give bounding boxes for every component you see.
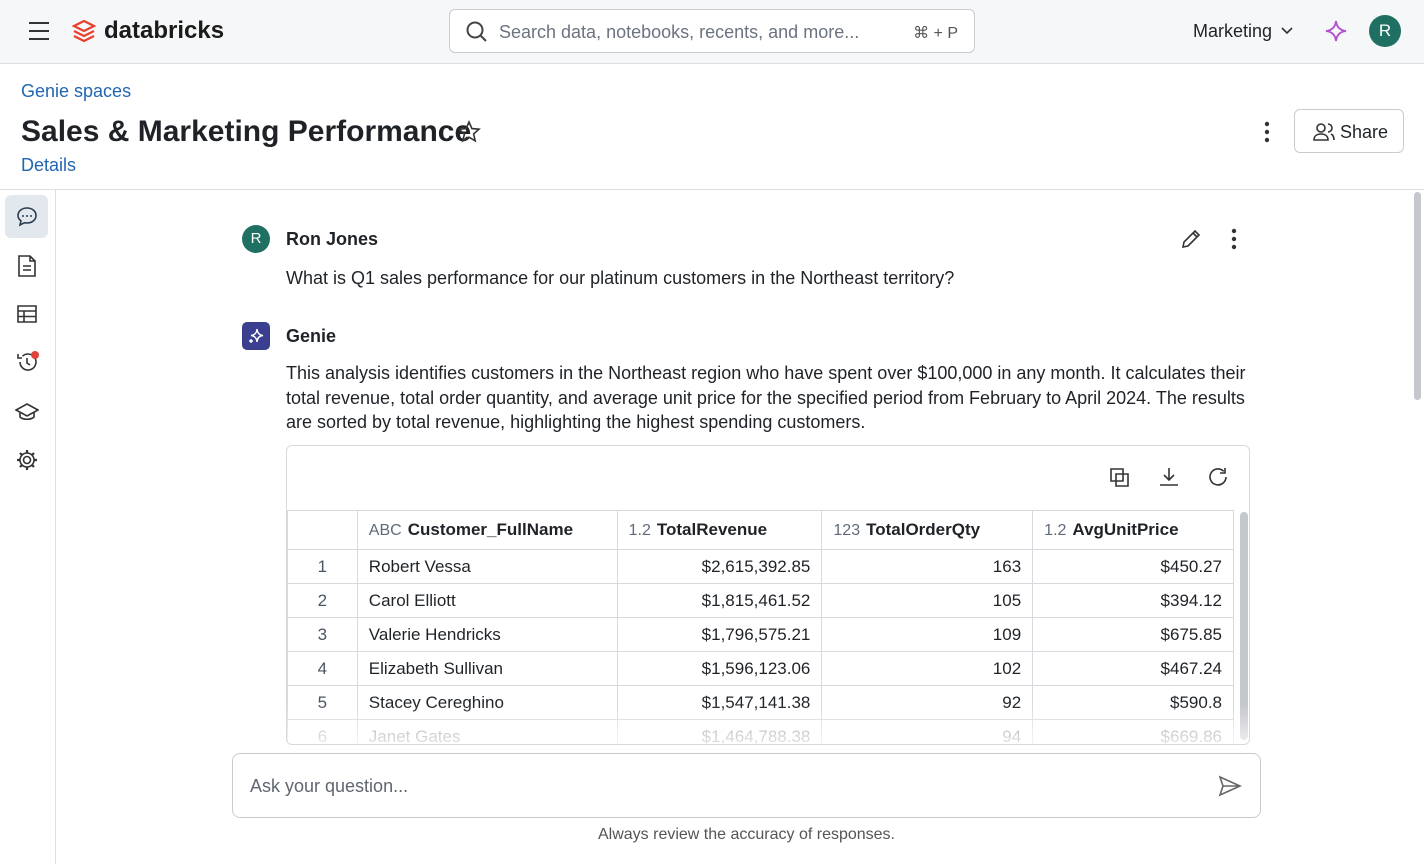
send-icon[interactable] bbox=[1218, 775, 1242, 797]
message-avatar: R bbox=[242, 225, 270, 253]
user-name: Ron Jones bbox=[286, 229, 379, 249]
header-row: ABC Customer_FullName 1.2 TotalRevenue 123 To… bbox=[287, 510, 1234, 550]
table-cell: $467.24 bbox=[1032, 651, 1234, 686]
table-row: 1 Robert Vessa $2,615,392.85 163 $450.27 bbox=[287, 549, 1234, 584]
copy-icon[interactable] bbox=[1109, 467, 1131, 489]
results-table: ABC Customer_FullName 1.2 TotalRevenue 123 To… bbox=[287, 510, 1234, 744]
input-placeholder: Ask your question... bbox=[250, 776, 409, 796]
row-index: 2 bbox=[287, 583, 358, 618]
table-row: 3 Valerie Hendricks $1,796,575.21 109 $675.8… bbox=[287, 617, 1234, 652]
table-cell: 102 bbox=[821, 651, 1034, 686]
genie-message: This analysis identifies customers in th… bbox=[286, 363, 1246, 432]
brand[interactable]: databricks bbox=[104, 17, 225, 44]
download-icon[interactable] bbox=[1158, 466, 1180, 488]
user-message: What is Q1 sales performance for our pla… bbox=[286, 268, 955, 288]
table-row: 4 Elizabeth Sullivan $1,596,123.06 102 $467.… bbox=[287, 651, 1234, 686]
fade bbox=[287, 704, 1249, 744]
column-type: 123 bbox=[833, 522, 861, 539]
row-index: 4 bbox=[287, 651, 358, 686]
details-link[interactable]: Details bbox=[21, 155, 77, 175]
nav-data[interactable] bbox=[16, 304, 38, 324]
genie-avatar bbox=[242, 322, 270, 350]
page-scrollbar[interactable] bbox=[1414, 192, 1421, 400]
chevron bbox=[1281, 27, 1293, 35]
table-cell: $675.85 bbox=[1032, 617, 1234, 652]
disclaimer: Always review the accuracy of responses. bbox=[597, 826, 895, 843]
row-index: 1 bbox=[287, 549, 358, 584]
share-button[interactable]: Share bbox=[1294, 109, 1404, 153]
message-more[interactable] bbox=[1229, 227, 1239, 251]
column-header: 1.2 AvgUnitPrice bbox=[1032, 510, 1234, 550]
nav-instructions[interactable] bbox=[17, 254, 37, 278]
menu-icon[interactable] bbox=[28, 21, 50, 41]
column-header: ABC Customer_FullName bbox=[356, 510, 618, 550]
favorite-icon[interactable] bbox=[457, 120, 481, 144]
table-cell: Valerie Hendricks bbox=[356, 617, 618, 652]
column-type: ABC bbox=[368, 522, 402, 539]
table-cell: 109 bbox=[821, 617, 1034, 652]
column-type: 1.2 bbox=[628, 522, 651, 539]
user-avatar[interactable]: R bbox=[1369, 15, 1401, 47]
table-cell: Carol Elliott bbox=[356, 583, 618, 618]
row-index: 3 bbox=[287, 617, 358, 652]
search-placeholder: Search data, notebooks, recents, and mor… bbox=[499, 22, 860, 42]
column-header: 123 TotalOrderQty bbox=[821, 510, 1034, 550]
table-cell: $1,596,123.06 bbox=[616, 651, 823, 686]
column-name: TotalRevenue bbox=[656, 520, 768, 539]
more-icon[interactable] bbox=[1262, 120, 1272, 144]
shortcut: ⌘ + P bbox=[913, 25, 958, 42]
table-cell: $450.27 bbox=[1032, 549, 1234, 584]
column-header: 1.2 TotalRevenue bbox=[616, 510, 823, 550]
table-cell: 105 bbox=[821, 583, 1034, 618]
question-input[interactable]: Ask your question... bbox=[232, 753, 1261, 818]
workspace-selector[interactable]: Marketing bbox=[1193, 21, 1273, 41]
column-name: TotalOrderQty bbox=[866, 520, 981, 539]
table-cell: $394.12 bbox=[1032, 583, 1234, 618]
genie-name: Genie bbox=[286, 326, 337, 346]
refresh-icon[interactable] bbox=[1207, 466, 1229, 488]
assistant-icon[interactable] bbox=[1325, 20, 1347, 42]
genie-icon bbox=[249, 328, 264, 343]
nav-chat[interactable] bbox=[16, 206, 38, 228]
column-type: 1.2 bbox=[1044, 522, 1067, 539]
nav-history[interactable] bbox=[15, 350, 41, 374]
table-cell: 163 bbox=[821, 549, 1034, 584]
edit-icon[interactable] bbox=[1180, 228, 1202, 250]
table-cell: Robert Vessa bbox=[356, 549, 618, 584]
table-scrollbar[interactable] bbox=[1240, 512, 1248, 740]
table-cell: Elizabeth Sullivan bbox=[356, 651, 618, 686]
index-header bbox=[287, 510, 358, 550]
search-box[interactable]: Search data, notebooks, recents, and mor… bbox=[449, 9, 975, 53]
result-card: ABC Customer_FullName 1.2 TotalRevenue 123 To… bbox=[286, 445, 1250, 745]
top-bar: databricks Search data, notebooks, recen… bbox=[0, 0, 1424, 64]
breadcrumb[interactable]: Genie spaces bbox=[21, 81, 132, 101]
column-name: AvgUnitPrice bbox=[1072, 520, 1179, 539]
table-cell: $1,796,575.21 bbox=[616, 617, 823, 652]
nav-settings[interactable] bbox=[15, 448, 39, 472]
table-cell: $1,815,461.52 bbox=[616, 583, 823, 618]
table-cell: $2,615,392.85 bbox=[616, 549, 823, 584]
page-title: Sales & Marketing Performance bbox=[21, 115, 472, 148]
brand-logo bbox=[72, 19, 96, 43]
share-label: Share bbox=[1340, 122, 1389, 142]
column-name: Customer_FullName bbox=[407, 520, 574, 539]
share-icon bbox=[1313, 123, 1335, 141]
nav-learn[interactable] bbox=[15, 402, 39, 422]
side-nav bbox=[0, 190, 56, 864]
table-row: 2 Carol Elliott $1,815,461.52 105 $394.12 bbox=[287, 583, 1234, 618]
search-icon bbox=[466, 21, 487, 42]
page-header: Genie spaces Sales & Marketing Performan… bbox=[0, 64, 1424, 190]
